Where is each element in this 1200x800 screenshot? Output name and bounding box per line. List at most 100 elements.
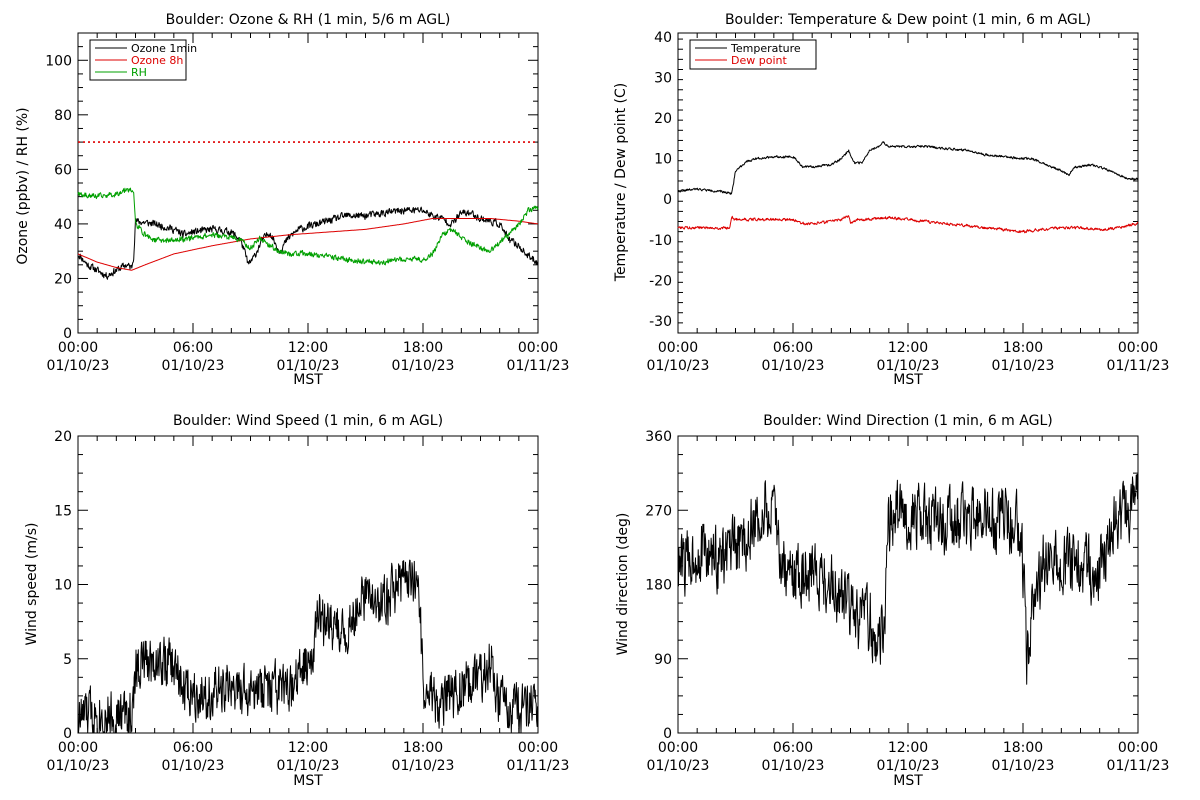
x-tick-label-date: 01/10/23	[47, 758, 110, 774]
xtick-labels: 00:00 01/10/23 06:00 01/10/23 12:00 01/10/23 1…	[647, 740, 1170, 774]
y-tick-label: 15	[54, 503, 72, 519]
y-tick-label: -20	[649, 273, 672, 289]
x-tick-label-time: 12:00	[288, 340, 328, 356]
y-tick-label: 20	[54, 429, 72, 445]
x-tick-label-time: 00:00	[58, 340, 98, 356]
ytick-labels: -30 -20 -10 0 10 20 30 40	[649, 30, 672, 330]
chart-temp-dewpoint: Boulder: Temperature & Dew point (1 min,…	[613, 12, 1169, 388]
plot-area	[677, 32, 1139, 334]
y-axis-label: Wind speed (m/s)	[24, 523, 40, 646]
x-tick-label-date: 01/10/23	[162, 358, 225, 374]
series-line-wind-speed	[77, 559, 539, 734]
ytick-labels: 0 5 10 15 20	[54, 429, 72, 742]
y-axis-label: Ozone (ppbv) / RH (%)	[15, 107, 31, 264]
plot-area	[677, 435, 1139, 734]
chart-wind-speed: Boulder: Wind Speed (1 min, 6 m AGL) 0 5 1…	[24, 413, 569, 789]
chart-title: Boulder: Ozone & RH (1 min, 5/6 m AGL)	[166, 12, 451, 28]
x-tick-label-date: 01/10/23	[762, 358, 825, 374]
x-tick-label-time: 00:00	[658, 740, 698, 756]
x-tick-label-time: 18:00	[1003, 340, 1043, 356]
x-tick-label-date: 01/10/23	[647, 758, 710, 774]
series-line-dew-point	[677, 215, 1139, 234]
x-tick-label-date: 01/10/23	[992, 358, 1055, 374]
x-tick-label-date: 01/10/23	[992, 758, 1055, 774]
x-tick-label-date: 01/10/23	[47, 358, 110, 374]
x-tick-label-time: 12:00	[288, 740, 328, 756]
x-tick-label-time: 06:00	[773, 340, 813, 356]
x-axis-label: MST	[893, 773, 923, 789]
x-axis-label: MST	[293, 372, 323, 388]
legend-label-ozone-1min: Ozone 1min	[131, 42, 197, 55]
legend-label-dew-point: Dew point	[731, 54, 787, 67]
legend-label-temperature: Temperature	[730, 42, 801, 55]
y-tick-label: 20	[654, 111, 672, 127]
series-line-ozone-8h	[77, 218, 539, 271]
series-line-temperature	[677, 141, 1139, 195]
x-tick-label-date: 01/11/23	[507, 758, 570, 774]
series-line-wind-dir	[677, 473, 1139, 685]
chart-title: Boulder: Wind Direction (1 min, 6 m AGL)	[763, 413, 1052, 429]
x-tick-label-date: 01/10/23	[392, 758, 455, 774]
y-tick-label: 180	[645, 578, 672, 594]
x-tick-label-date: 01/10/23	[877, 358, 940, 374]
x-tick-label-time: 00:00	[1118, 340, 1158, 356]
legend: Ozone 1min Ozone 8h RH	[89, 39, 197, 81]
y-tick-label: 0	[663, 726, 672, 742]
y-tick-label: -10	[649, 233, 672, 249]
xtick-labels: 00:00 01/10/23 06:00 01/10/23 12:00 01/10/23 1…	[647, 340, 1170, 374]
plot-frame	[677, 435, 1139, 734]
y-tick-label: 360	[645, 429, 672, 445]
x-tick-label-time: 18:00	[403, 340, 443, 356]
series-line-rh	[77, 187, 539, 266]
y-axis-label: Wind direction (deg)	[615, 513, 631, 656]
ytick-labels: 0 90 180 270 360	[645, 429, 672, 742]
y-tick-label: 90	[654, 652, 672, 668]
x-tick-label-date: 01/10/23	[392, 358, 455, 374]
x-tick-label-date: 01/11/23	[507, 358, 570, 374]
x-tick-label-time: 06:00	[773, 740, 813, 756]
x-tick-label-time: 18:00	[403, 740, 443, 756]
legend-label-rh: RH	[131, 66, 147, 79]
y-tick-label: 60	[54, 162, 72, 178]
x-tick-label-time: 00:00	[518, 740, 558, 756]
x-tick-label-time: 06:00	[173, 340, 213, 356]
x-tick-label-date: 01/10/23	[762, 758, 825, 774]
plot-area	[77, 32, 539, 334]
chart-title: Boulder: Temperature & Dew point (1 min,…	[725, 12, 1091, 28]
y-tick-label: 20	[54, 271, 72, 287]
chart-wind-direction: Boulder: Wind Direction (1 min, 6 m AGL)…	[615, 413, 1169, 789]
x-tick-label-time: 00:00	[58, 740, 98, 756]
x-tick-label-date: 01/11/23	[1107, 758, 1170, 774]
y-tick-label: 40	[54, 217, 72, 233]
y-tick-label: -30	[649, 314, 672, 330]
x-tick-label-date: 01/10/23	[877, 758, 940, 774]
x-tick-label-time: 18:00	[1003, 740, 1043, 756]
y-tick-label: 100	[45, 53, 72, 69]
y-axis-label: Temperature / Dew point (C)	[613, 83, 629, 282]
chart-title: Boulder: Wind Speed (1 min, 6 m AGL)	[173, 413, 443, 429]
x-axis-label: MST	[293, 773, 323, 789]
xtick-labels: 00:00 01/10/23 06:00 01/10/23 12:00 01/10/23 1…	[47, 340, 570, 374]
legend-label-ozone-8h: Ozone 8h	[131, 54, 183, 67]
x-tick-label-date: 01/10/23	[647, 358, 710, 374]
xtick-labels: 00:00 01/10/23 06:00 01/10/23 12:00 01/10/23 1…	[47, 740, 570, 774]
x-tick-label-time: 12:00	[888, 740, 928, 756]
y-tick-label: 0	[63, 326, 72, 342]
x-tick-label-time: 00:00	[518, 340, 558, 356]
plot-area	[77, 435, 539, 734]
x-axis-label: MST	[893, 372, 923, 388]
x-tick-label-date: 01/10/23	[277, 358, 340, 374]
x-tick-label-time: 00:00	[658, 340, 698, 356]
chart-ozone-rh: Boulder: Ozone & RH (1 min, 5/6 m AGL) 0…	[15, 12, 569, 388]
legend-box	[689, 39, 817, 70]
y-tick-label: 80	[54, 108, 72, 124]
y-tick-label: 0	[63, 726, 72, 742]
x-tick-label-date: 01/10/23	[162, 758, 225, 774]
y-tick-label: 0	[663, 192, 672, 208]
x-tick-label-time: 12:00	[888, 340, 928, 356]
y-tick-label: 10	[654, 152, 672, 168]
x-tick-label-date: 01/11/23	[1107, 358, 1170, 374]
y-tick-label: 30	[654, 71, 672, 87]
plot-frame	[677, 32, 1139, 334]
ytick-labels: 0 20 40 60 80 100	[45, 53, 72, 342]
